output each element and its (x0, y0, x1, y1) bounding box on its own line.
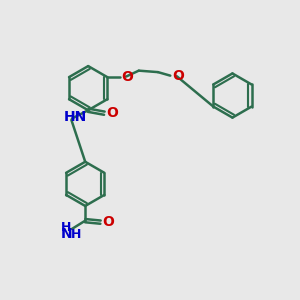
Text: H: H (61, 221, 71, 234)
Text: O: O (121, 70, 133, 83)
Text: O: O (106, 106, 118, 120)
Text: HN: HN (64, 110, 87, 124)
Text: H: H (70, 228, 81, 241)
Text: O: O (103, 215, 115, 229)
Text: O: O (172, 69, 184, 83)
Text: N: N (61, 227, 72, 241)
